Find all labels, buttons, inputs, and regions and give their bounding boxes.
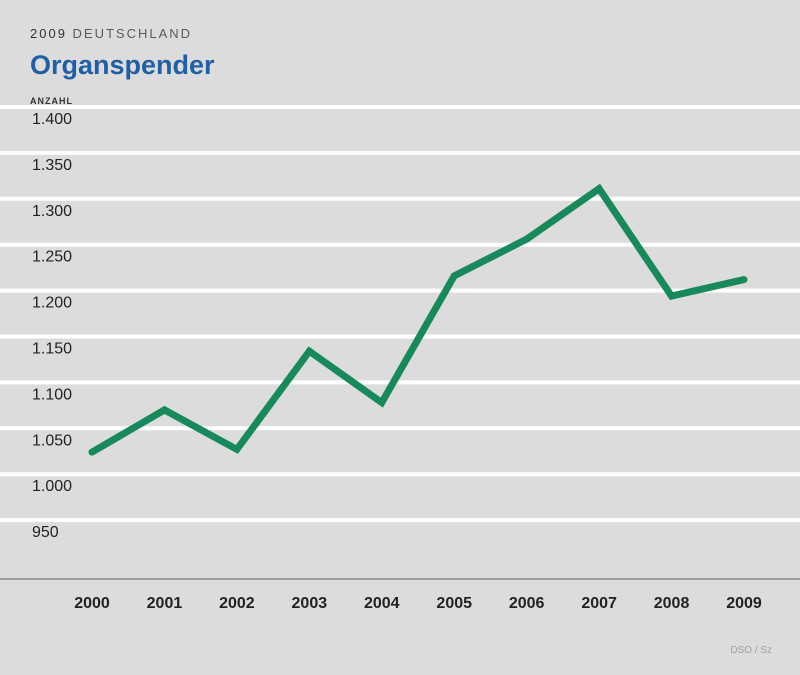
data-point — [378, 399, 386, 407]
data-point — [305, 347, 313, 355]
chart-title: Organspender — [30, 50, 215, 80]
kicker-year: 2009 — [30, 26, 67, 41]
y-tick-label: 1.350 — [32, 157, 72, 174]
x-tick-label: 2006 — [509, 595, 545, 612]
y-tick-label: 1.000 — [32, 478, 72, 495]
y-axis-label: ANZAHL — [30, 96, 73, 106]
data-point — [450, 272, 458, 280]
data-point — [523, 235, 531, 243]
gridlines — [0, 105, 800, 580]
y-tick-label: 950 — [32, 524, 59, 541]
y-tick-label: 1.300 — [32, 203, 72, 220]
x-tick-label: 2005 — [436, 595, 472, 612]
x-tick-label: 2003 — [292, 595, 328, 612]
y-tick-label: 1.150 — [32, 341, 72, 358]
x-tick-label: 2008 — [654, 595, 690, 612]
data-point — [160, 406, 168, 414]
series-line — [90, 183, 745, 456]
kicker-region: DEUTSCHLAND — [72, 26, 193, 41]
y-tick-label: 1.050 — [32, 432, 72, 449]
x-tick-label: 2007 — [581, 595, 617, 612]
y-tick-label: 1.100 — [32, 386, 72, 403]
data-points — [88, 185, 748, 456]
data-point — [740, 276, 748, 284]
y-tick-labels: 950 1.000 1.050 1.100 1.150 1.200 1.250 1.300 1.… — [32, 111, 72, 541]
series-lines — [90, 183, 745, 456]
x-tick-label: 2002 — [219, 595, 255, 612]
y-tick-label: 1.200 — [32, 295, 72, 312]
x-tick-label: 2004 — [364, 595, 400, 612]
source-credit: DSO / Sz — [730, 645, 772, 656]
data-point — [595, 185, 603, 193]
data-point — [88, 448, 96, 456]
x-tick-label: 2001 — [147, 595, 183, 612]
x-tick-label: 2000 — [74, 595, 110, 612]
x-tick-labels: 2000 2001 2002 2003 2004 2005 2006 2007 2008 2009 — [74, 595, 762, 612]
data-point — [233, 445, 241, 453]
chart-kicker: 2009 DEUTSCHLAND — [30, 26, 192, 41]
data-point — [668, 292, 676, 300]
x-tick-label: 2009 — [726, 595, 762, 612]
y-tick-label: 1.250 — [32, 249, 72, 266]
y-tick-label: 1.400 — [32, 111, 72, 128]
